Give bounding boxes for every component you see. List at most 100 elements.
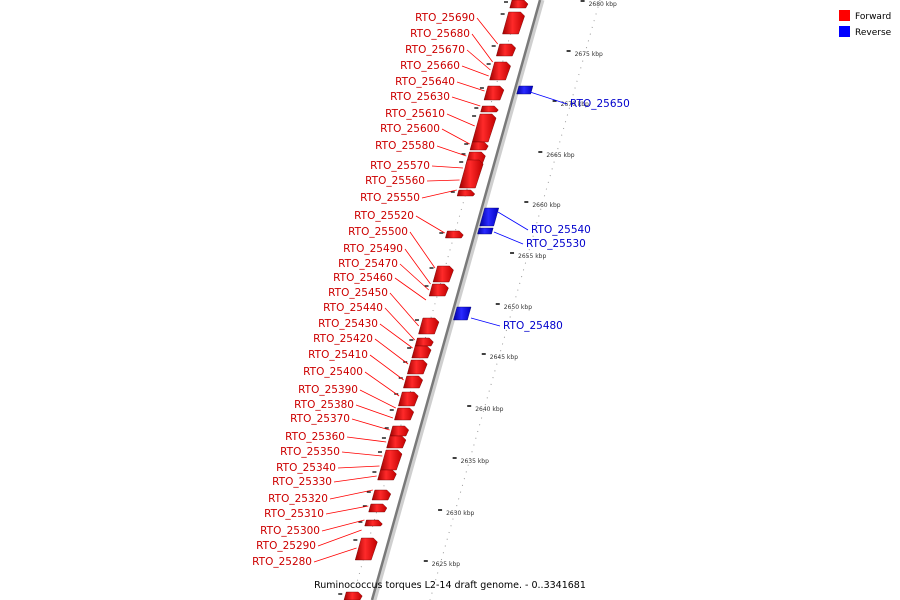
gene-leader-line — [333, 475, 377, 483]
gene-leader-line — [415, 215, 445, 234]
forward-gene-label: RTO_25380 — [294, 399, 354, 411]
forward-gene — [386, 435, 407, 449]
forward-gene — [354, 537, 378, 561]
forward-gene — [414, 337, 434, 347]
gene-leader-line — [426, 179, 460, 182]
gene-leader-line — [394, 277, 427, 301]
forward-gene — [403, 375, 423, 389]
gene-leader-line — [374, 338, 409, 365]
forward-gene-label: RTO_25280 — [252, 556, 312, 568]
gene-leader-line — [364, 371, 400, 397]
gene-leader-line — [466, 49, 491, 71]
forward-gene-label: RTO_25600 — [380, 123, 440, 135]
legend-swatch — [839, 26, 850, 37]
legend-swatch — [839, 10, 850, 21]
reverse-gene-label: RTO_25480 — [503, 320, 563, 332]
reverse-gene-label: RTO_25530 — [526, 238, 586, 250]
reverse-gene — [453, 306, 472, 321]
scale-tick-label: 2665 kbp — [546, 152, 574, 159]
forward-gene — [407, 359, 428, 375]
forward-gene — [483, 85, 505, 101]
scale-tick-label: 2640 kbp — [475, 406, 503, 413]
reverse-gene-label: RTO_25650 — [570, 98, 630, 110]
gene-leader-line — [493, 231, 524, 245]
gene-leader-line — [476, 17, 498, 45]
gene-leader-line — [470, 317, 501, 327]
forward-gene — [502, 11, 525, 35]
forward-gene-label: RTO_25550 — [360, 192, 420, 204]
forward-gene-label: RTO_25500 — [348, 226, 408, 238]
reverse-gene — [477, 227, 494, 235]
gene-leader-line — [329, 489, 373, 500]
forward-gene-label: RTO_25460 — [333, 272, 393, 284]
forward-gene-label: RTO_25350 — [280, 446, 340, 458]
forward-gene — [489, 61, 511, 81]
forward-gene-label: RTO_25670 — [405, 44, 465, 56]
gene-leader-line — [497, 211, 529, 231]
forward-gene-label: RTO_25690 — [415, 12, 475, 24]
forward-gene — [459, 159, 484, 189]
gene-leader-line — [431, 165, 463, 169]
scale-ticks: 2625 kbp 2630 kbp 2635 kbp 2640 kbp 2645 kbp… — [423, 0, 617, 568]
scale-tick-label: 2660 kbp — [532, 202, 560, 209]
forward-gene-label: RTO_25660 — [400, 60, 460, 72]
gene-leader-line — [441, 128, 470, 145]
gene-leader-line — [351, 418, 390, 431]
forward-gene — [389, 425, 409, 437]
gene-leader-line — [321, 519, 365, 532]
scale-tick-label: 2650 kbp — [504, 304, 532, 311]
forward-gene — [496, 43, 516, 57]
gene-leader-line — [529, 91, 568, 105]
legend: Forward Reverse — [839, 10, 892, 38]
gene-features — [338, 0, 534, 600]
scale-tick-label: 2675 kbp — [575, 51, 603, 58]
gene-leader-line — [446, 113, 475, 127]
forward-gene — [445, 230, 464, 239]
gene-leader-line — [341, 451, 383, 457]
forward-gene-label: RTO_25490 — [343, 243, 403, 255]
forward-gene — [418, 317, 440, 335]
scale-tick-label: 2625 kbp — [432, 561, 460, 568]
gene-leader-line — [409, 231, 436, 269]
forward-gene — [509, 0, 529, 9]
scale-tick-label: 2635 kbp — [461, 458, 489, 465]
forward-gene-label: RTO_25310 — [264, 508, 324, 520]
gene-leader-line — [421, 189, 457, 199]
gene-leader-line — [369, 354, 404, 381]
forward-gene — [343, 591, 363, 600]
forward-gene-label: RTO_25430 — [318, 318, 378, 330]
gene-leader-line — [461, 65, 489, 77]
gene-leader-line — [399, 263, 430, 291]
forward-gene — [456, 189, 476, 197]
forward-gene-label: RTO_25440 — [323, 302, 383, 314]
gene-leader-line — [337, 465, 380, 469]
reverse-gene — [516, 85, 534, 95]
gene-leader-line — [384, 307, 416, 341]
forward-gene-label: RTO_25300 — [260, 525, 320, 537]
forward-gene-label: RTO_25370 — [290, 413, 350, 425]
reverse-gene — [479, 207, 500, 227]
reverse-gene-label: RTO_25540 — [531, 224, 591, 236]
gene-leader-line — [436, 145, 467, 157]
forward-gene-label: RTO_25290 — [256, 540, 316, 552]
gene-leader-line — [359, 389, 396, 409]
legend-label: Reverse — [855, 28, 892, 38]
forward-gene-label: RTO_25360 — [285, 431, 345, 443]
genome-backbone — [351, 0, 601, 600]
forward-gene-label: RTO_25630 — [390, 91, 450, 103]
scale-tick-label: 2655 kbp — [518, 253, 546, 260]
forward-gene-label: RTO_25410 — [308, 349, 368, 361]
forward-gene — [469, 141, 489, 151]
legend-label: Forward — [855, 12, 891, 22]
forward-gene-label: RTO_25330 — [272, 476, 332, 488]
gene-leader-line — [355, 404, 394, 419]
forward-gene-label: RTO_25470 — [338, 258, 398, 270]
forward-gene — [394, 407, 414, 421]
genome-caption: Ruminococcus torques L2-14 draft genome.… — [314, 580, 586, 591]
scale-tick-label: 2630 kbp — [446, 510, 474, 517]
forward-gene — [471, 113, 497, 143]
forward-gene-label: RTO_25520 — [354, 210, 414, 222]
forward-gene — [411, 345, 432, 359]
